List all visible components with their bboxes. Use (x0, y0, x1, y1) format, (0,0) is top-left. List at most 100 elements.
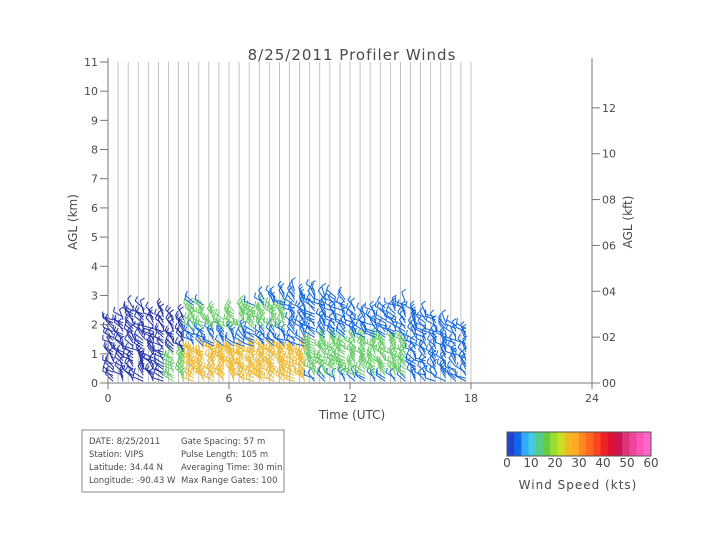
wind-barb-flag (203, 313, 206, 319)
wind-barb-flag (193, 297, 197, 303)
x-tick-label: 6 (226, 392, 233, 405)
wind-barb-shaft (359, 310, 366, 321)
wind-barb-shaft (375, 349, 386, 356)
wind-barb-shaft (395, 325, 406, 333)
wind-barb-shaft (305, 283, 316, 292)
wind-barb-shaft (283, 307, 295, 312)
wind-barb-flag (188, 359, 191, 365)
wind-barb-shaft (414, 322, 426, 327)
wind-barb-shaft (112, 346, 124, 353)
wind-barb-flag (174, 322, 178, 328)
wind-barb-flag (253, 310, 256, 317)
colorbar-swatch (507, 432, 515, 456)
wind-barb-profile (132, 296, 145, 382)
wind-barb-flag (349, 312, 354, 317)
wind-barb-flag (375, 355, 378, 362)
wind-barb-flag (256, 312, 258, 318)
wind-barb-flag (265, 284, 269, 290)
wind-barb-flag (169, 309, 175, 313)
wind-barb-shaft (304, 346, 315, 353)
wind-barb-flag (247, 356, 251, 363)
wind-barb-shaft (455, 326, 467, 333)
wind-barb-shaft (274, 317, 285, 324)
wind-barb-shaft (311, 361, 316, 373)
wind-barb-flag (337, 334, 340, 340)
wind-barb-shaft (250, 309, 255, 321)
wind-barb-shaft (153, 360, 164, 368)
wind-barb-shaft (183, 303, 194, 309)
wind-barb-shaft (286, 294, 295, 303)
wind-barb-flag (354, 327, 357, 333)
wind-barb-shaft (142, 325, 154, 330)
wind-barb-shaft (265, 301, 275, 309)
wind-barb-flag (142, 307, 145, 313)
wind-barb-shaft (152, 377, 164, 382)
wind-barb-shaft (154, 327, 164, 335)
wind-barb-flag (305, 279, 309, 285)
wind-barb-shaft (134, 315, 144, 324)
wind-barb-shaft (146, 339, 154, 350)
wind-barb-flag (273, 296, 276, 302)
wind-barb-shaft (165, 309, 174, 318)
wind-barb-flag (267, 301, 270, 308)
wind-barb-flag (346, 354, 350, 360)
wind-barb-flag (317, 340, 320, 346)
wind-barb-shaft (196, 334, 205, 344)
wind-barb-shaft (377, 364, 386, 373)
wind-barb-shaft (436, 362, 447, 370)
colorbar-tick-label: 60 (643, 456, 658, 470)
wind-barb-flag (174, 310, 179, 316)
wind-barb-profile (152, 298, 165, 382)
wind-barb-flag (269, 285, 275, 290)
wind-barb-shaft (427, 352, 437, 362)
wind-barb-flag (124, 316, 129, 322)
wind-barb-flag (401, 288, 407, 293)
wind-barb-shaft (376, 300, 386, 309)
wind-barb-shaft (375, 328, 386, 335)
wind-barb-shaft (177, 360, 185, 370)
wind-barb-flag (204, 320, 207, 327)
wind-barb-flag (259, 358, 263, 365)
wind-barb-shaft (337, 369, 346, 379)
wind-barb-shaft (206, 308, 215, 318)
wind-barb-shaft (324, 347, 336, 353)
wind-barb-shaft (395, 321, 406, 327)
wind-barb-shaft (419, 310, 427, 321)
wind-barb-flag (165, 313, 169, 319)
wind-barb-shaft (304, 341, 315, 347)
wind-barb-shaft (284, 303, 295, 309)
wind-barb-shaft (127, 298, 134, 309)
wind-barb-shaft (298, 289, 306, 300)
wind-barb-shaft (344, 323, 356, 330)
wind-barb-shaft (316, 373, 326, 382)
wind-barb-shaft (123, 369, 134, 376)
left-tick-label: 11 (84, 56, 98, 69)
wind-barb-shaft (406, 368, 416, 376)
wind-barb-shaft (124, 347, 134, 356)
wind-barb-flag (102, 366, 104, 372)
wind-barb-shaft (163, 375, 174, 382)
wind-barb-shaft (346, 359, 356, 368)
wind-barb-flag (317, 365, 322, 370)
wind-barb-flag (358, 333, 362, 339)
wind-barb-shaft (143, 357, 154, 365)
wind-barb-flag (257, 357, 260, 363)
color-bar: 0 10 20 30 40 50 60 Wind Speed (kts) (503, 431, 659, 492)
wind-barb-flag (436, 358, 440, 364)
wind-barb-flag (303, 319, 306, 325)
wind-barb-shaft (355, 374, 366, 382)
wind-barb-shaft (354, 318, 366, 324)
wind-barb-flag (375, 309, 378, 315)
wind-barb-shaft (184, 330, 195, 338)
wind-barb-shaft (203, 338, 215, 344)
wind-barb-shaft (375, 306, 386, 312)
wind-barb-profile (253, 286, 267, 382)
wind-barb-shaft (358, 360, 366, 370)
wind-barb-shaft (267, 293, 275, 303)
wind-barb-flag (153, 352, 157, 358)
wind-barb-flag (264, 300, 268, 306)
colorbar-swatch (550, 432, 558, 456)
wind-barb-shaft (138, 362, 144, 373)
wind-barb-flag (247, 354, 250, 360)
wind-barb-flag (394, 296, 397, 302)
